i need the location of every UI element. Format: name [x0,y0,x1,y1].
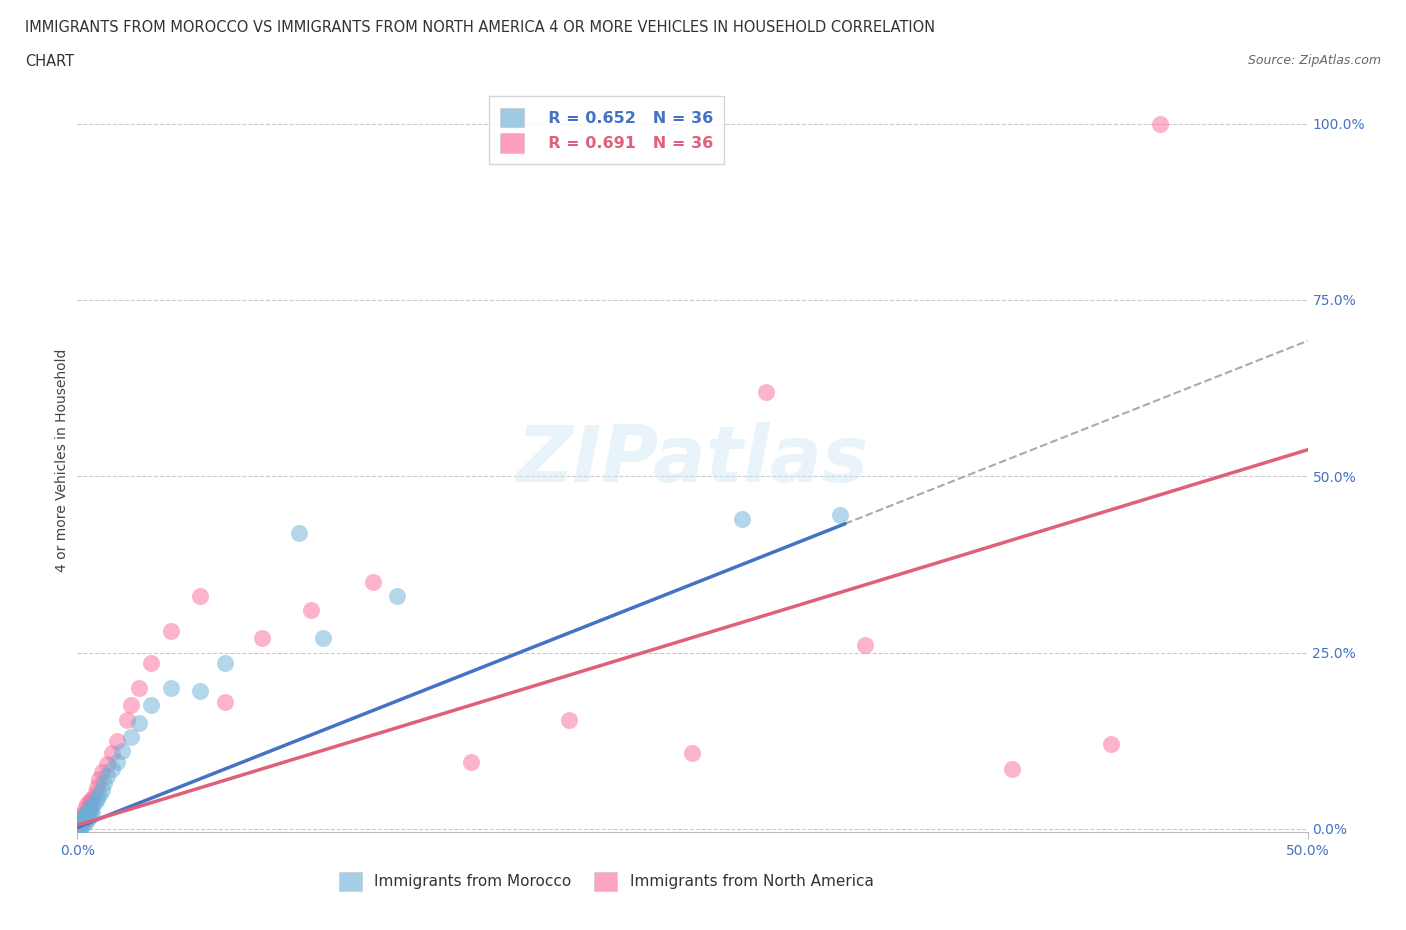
Point [69,816,91,830]
Point [82,799,104,814]
Point [79,800,101,815]
Point [73,811,96,826]
Point [69,816,91,830]
Text: IMMIGRANTS FROM MOROCCO VS IMMIGRANTS FROM NORTH AMERICA 4 OR MORE VEHICLES IN H: IMMIGRANTS FROM MOROCCO VS IMMIGRANTS FR… [25,20,935,35]
Point [90,783,114,798]
Point [89,788,111,803]
Point [83,786,105,801]
Point [83,794,105,809]
Point [89,772,111,787]
Point [385,589,409,604]
Point [76,813,98,828]
Point [288,525,311,540]
Point [460,754,482,769]
Point [70,811,93,826]
Point [160,624,183,639]
Point [361,575,384,590]
Point [1149,116,1171,131]
Point [70,807,93,822]
Point [76,797,98,812]
Point [82,791,104,806]
Point [128,715,150,730]
Point [160,681,183,696]
Point [73,807,96,822]
Point [79,809,101,824]
Point [76,806,98,821]
Point [82,806,104,821]
Point [76,806,98,821]
Point [79,804,101,818]
Point [299,603,322,618]
Point [1099,737,1122,751]
Point [853,638,876,653]
Point [69,817,91,832]
Y-axis label: 4 or more Vehicles in Household: 4 or more Vehicles in Household [55,349,69,572]
Text: CHART: CHART [25,54,75,69]
Text: Source: ZipAtlas.com: Source: ZipAtlas.com [1247,54,1381,67]
Point [105,733,128,748]
Point [86,779,108,794]
Point [731,512,754,526]
Point [121,698,143,713]
Point [558,712,581,727]
Point [70,813,93,828]
Point [111,744,132,759]
Point [73,802,96,817]
Point [312,631,335,645]
Point [93,776,115,790]
Point [214,656,236,671]
Point [188,589,212,604]
Point [101,745,124,760]
Point [90,765,114,780]
Point [69,811,91,826]
Point [79,793,101,808]
Point [682,745,704,760]
Point [70,818,93,833]
Point [73,816,96,830]
Point [115,712,138,727]
Point [830,508,852,523]
Point [86,791,108,806]
Point [96,756,118,771]
Point [141,698,163,713]
Point [79,800,101,815]
Point [69,820,91,835]
Point [96,768,118,783]
Point [121,730,143,745]
Point [105,754,128,769]
Point [214,695,236,710]
Point [70,815,93,830]
Point [73,809,96,824]
Legend: Immigrants from Morocco, Immigrants from North America: Immigrants from Morocco, Immigrants from… [333,866,880,897]
Point [1001,762,1024,777]
Point [141,656,163,671]
Point [188,684,212,698]
Point [101,762,124,777]
Point [128,681,150,696]
Text: ZIPatlas: ZIPatlas [516,422,869,498]
Point [250,631,273,645]
Point [755,384,778,399]
